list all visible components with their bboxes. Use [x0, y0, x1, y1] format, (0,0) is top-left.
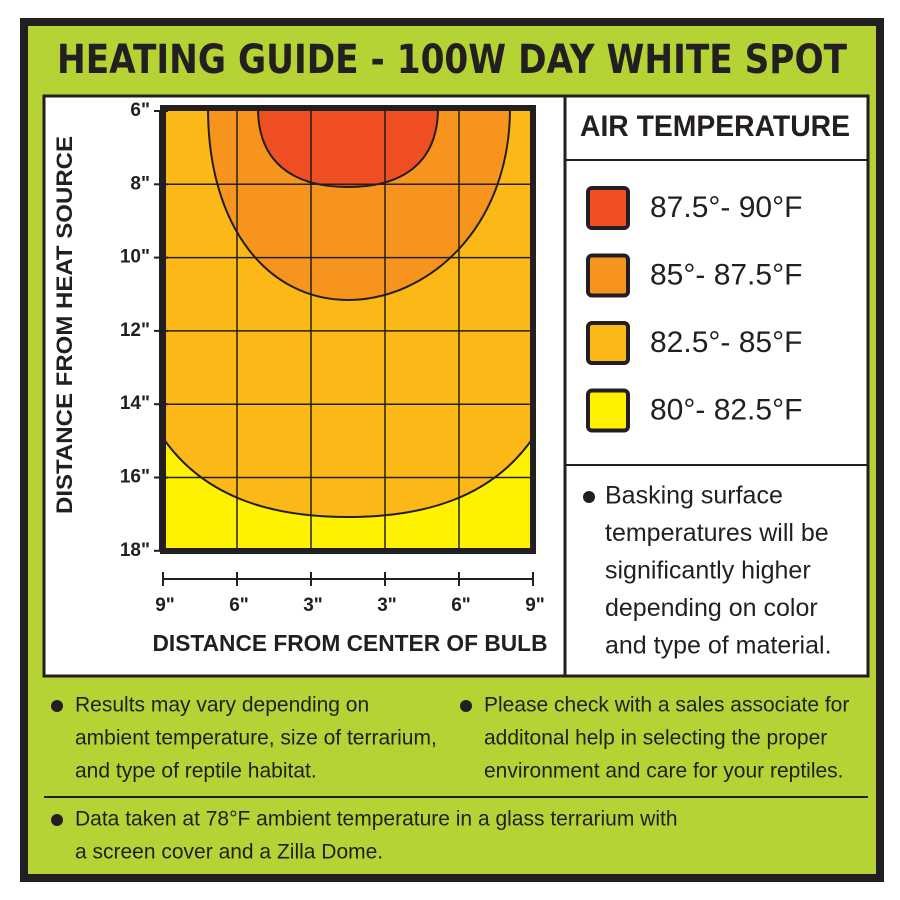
x-axis-label: DISTANCE FROM CENTER OF BULB	[153, 630, 548, 656]
x-tick-label: 9"	[525, 595, 545, 616]
y-tick-label: 16"	[120, 467, 150, 488]
plot-area	[163, 108, 533, 551]
zone	[257, 108, 439, 189]
note-line: environment and care for your reptiles.	[484, 760, 844, 783]
x-tick-label: 3"	[377, 595, 397, 616]
x-tick-label: 9"	[155, 595, 175, 616]
bullet	[460, 700, 472, 712]
legend-label: 82.5°- 85°F	[650, 326, 802, 359]
plot-border	[160, 105, 536, 554]
note-line: ambient temperature, size of terrarium,	[75, 727, 437, 750]
legend-label: 85°- 87.5°F	[650, 258, 802, 291]
title: HEATING GUIDE - 100W DAY WHITE SPOT	[57, 37, 848, 83]
y-axis-label: DISTANCE FROM HEAT SOURCE	[52, 136, 77, 514]
y-tick-label: 18"	[120, 540, 150, 561]
legend-swatch	[586, 186, 630, 230]
x-tick-label: 6"	[451, 595, 471, 616]
basking-note-line: significantly higher	[605, 557, 811, 585]
legend-label: 80°- 82.5°F	[650, 393, 802, 426]
x-tick-label: 6"	[229, 595, 249, 616]
legend-swatch	[586, 388, 630, 433]
note-line: Results may vary depending on	[75, 694, 369, 717]
bullet	[51, 700, 63, 712]
legend-label: 87.5°- 90°F	[650, 191, 802, 224]
note-line: a screen cover and a Zilla Dome.	[75, 841, 383, 864]
y-tick-label: 14"	[120, 393, 150, 414]
basking-note-line: Basking surface	[605, 482, 783, 510]
y-tick-label: 12"	[120, 320, 150, 341]
basking-note-line: depending on color	[605, 594, 818, 622]
y-tick-label: 10"	[120, 247, 150, 268]
bullet	[51, 814, 63, 826]
basking-note-line: temperatures will be	[605, 519, 829, 547]
note-line: Please check with a sales associate for	[484, 694, 849, 717]
legend-swatch	[586, 253, 630, 298]
y-tick-label: 6"	[130, 100, 150, 121]
note-line: additonal help in selecting the proper	[484, 727, 827, 750]
legend-title: AIR TEMPERATURE	[580, 110, 850, 143]
note-line: and type of reptile habitat.	[75, 760, 317, 783]
bullet	[583, 491, 595, 503]
legend-swatch	[586, 321, 630, 365]
basking-note-line: and type of material.	[605, 632, 832, 660]
y-tick-label: 8"	[130, 173, 150, 194]
x-tick-label: 3"	[303, 595, 323, 616]
note-line: Data taken at 78°F ambient temperature i…	[75, 808, 678, 831]
